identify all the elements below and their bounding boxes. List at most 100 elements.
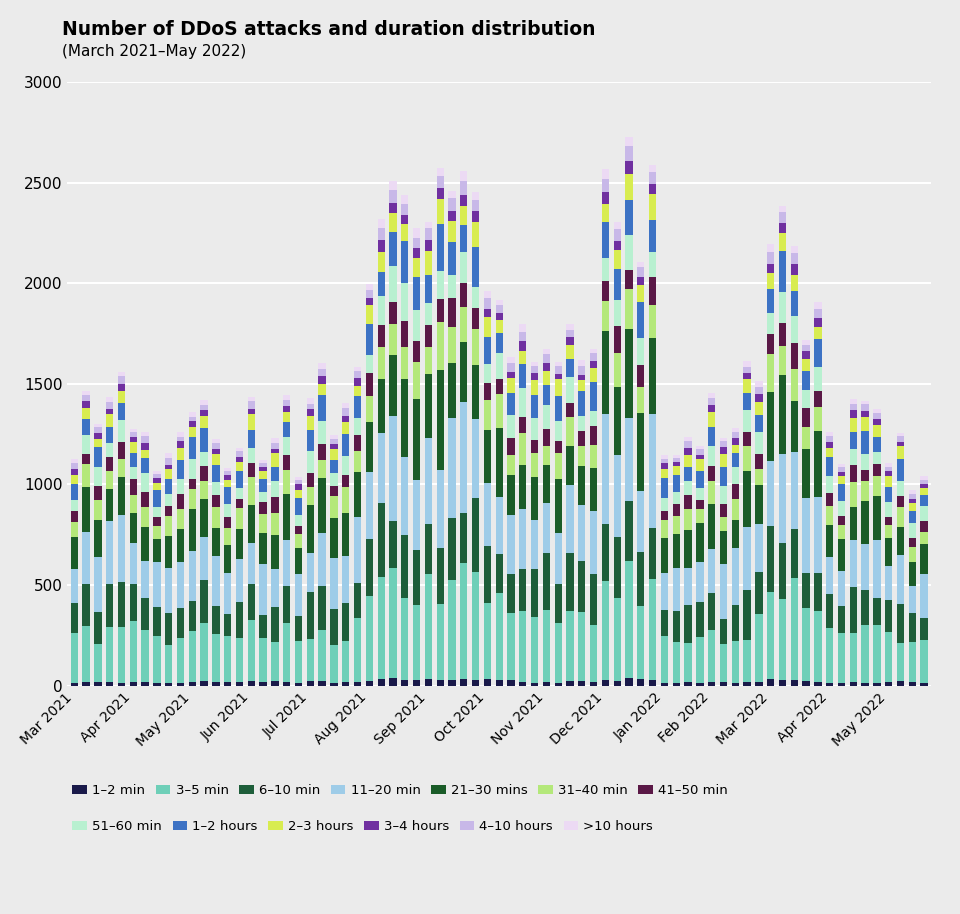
Bar: [177, 460, 184, 479]
Bar: [259, 460, 267, 462]
Bar: [743, 367, 751, 373]
Bar: [236, 559, 243, 602]
Bar: [613, 300, 621, 326]
Bar: [732, 444, 739, 453]
Bar: [696, 524, 704, 562]
Bar: [106, 402, 113, 409]
Bar: [259, 467, 267, 471]
Bar: [519, 388, 526, 417]
Bar: [401, 195, 408, 204]
Bar: [94, 427, 102, 433]
Bar: [484, 603, 492, 679]
Bar: [602, 414, 609, 524]
Bar: [732, 520, 739, 548]
Bar: [472, 420, 479, 498]
Bar: [201, 400, 207, 405]
Bar: [306, 505, 314, 553]
Bar: [118, 376, 125, 384]
Bar: [779, 680, 786, 686]
Bar: [401, 457, 408, 535]
Bar: [201, 429, 207, 452]
Bar: [531, 367, 539, 373]
Bar: [177, 494, 184, 509]
Bar: [201, 452, 207, 466]
Bar: [566, 331, 574, 337]
Bar: [460, 563, 468, 679]
Bar: [779, 599, 786, 680]
Bar: [767, 313, 775, 335]
Bar: [732, 467, 739, 484]
Bar: [673, 466, 680, 475]
Bar: [625, 270, 633, 289]
Bar: [354, 618, 361, 682]
Bar: [118, 420, 125, 442]
Bar: [897, 527, 904, 556]
Bar: [921, 574, 927, 618]
Bar: [283, 622, 291, 682]
Bar: [342, 556, 349, 603]
Bar: [507, 515, 515, 574]
Bar: [141, 630, 149, 683]
Bar: [708, 505, 715, 549]
Bar: [578, 681, 586, 686]
Bar: [649, 252, 657, 277]
Bar: [542, 371, 550, 385]
Bar: [637, 262, 644, 268]
Bar: [424, 574, 432, 679]
Bar: [130, 432, 137, 437]
Bar: [106, 414, 113, 427]
Bar: [673, 568, 680, 611]
Bar: [519, 569, 526, 611]
Bar: [165, 479, 173, 494]
Bar: [756, 524, 762, 572]
Bar: [660, 683, 668, 686]
Legend: 51–60 min, 1–2 hours, 2–3 hours, 3–4 hours, 4–10 hours, >10 hours: 51–60 min, 1–2 hours, 2–3 hours, 3–4 hou…: [67, 815, 659, 839]
Bar: [437, 470, 444, 547]
Bar: [696, 500, 704, 509]
Bar: [201, 410, 207, 417]
Bar: [342, 683, 349, 686]
Bar: [154, 478, 160, 483]
Bar: [673, 454, 680, 458]
Bar: [814, 407, 822, 431]
Bar: [484, 298, 492, 309]
Bar: [366, 396, 373, 421]
Bar: [141, 432, 149, 436]
Bar: [259, 682, 267, 686]
Bar: [165, 516, 173, 536]
Bar: [83, 454, 89, 463]
Bar: [330, 558, 338, 609]
Bar: [590, 353, 597, 361]
Bar: [897, 604, 904, 643]
Bar: [118, 460, 125, 477]
Bar: [259, 479, 267, 492]
Bar: [649, 338, 657, 414]
Bar: [649, 220, 657, 252]
Bar: [850, 419, 857, 432]
Bar: [106, 397, 113, 402]
Bar: [708, 393, 715, 398]
Bar: [791, 401, 798, 452]
Bar: [224, 573, 231, 614]
Bar: [236, 602, 243, 638]
Bar: [803, 345, 809, 351]
Bar: [283, 471, 291, 494]
Bar: [779, 454, 786, 543]
Bar: [696, 683, 704, 686]
Bar: [390, 678, 396, 686]
Bar: [602, 192, 609, 204]
Bar: [909, 586, 916, 613]
Bar: [248, 681, 255, 686]
Bar: [484, 364, 492, 383]
Bar: [437, 224, 444, 271]
Bar: [224, 468, 231, 471]
Bar: [366, 421, 373, 472]
Bar: [106, 682, 113, 686]
Bar: [779, 345, 786, 375]
Bar: [885, 517, 893, 526]
Bar: [625, 289, 633, 328]
Bar: [295, 480, 302, 484]
Bar: [696, 562, 704, 601]
Bar: [660, 469, 668, 478]
Bar: [590, 411, 597, 426]
